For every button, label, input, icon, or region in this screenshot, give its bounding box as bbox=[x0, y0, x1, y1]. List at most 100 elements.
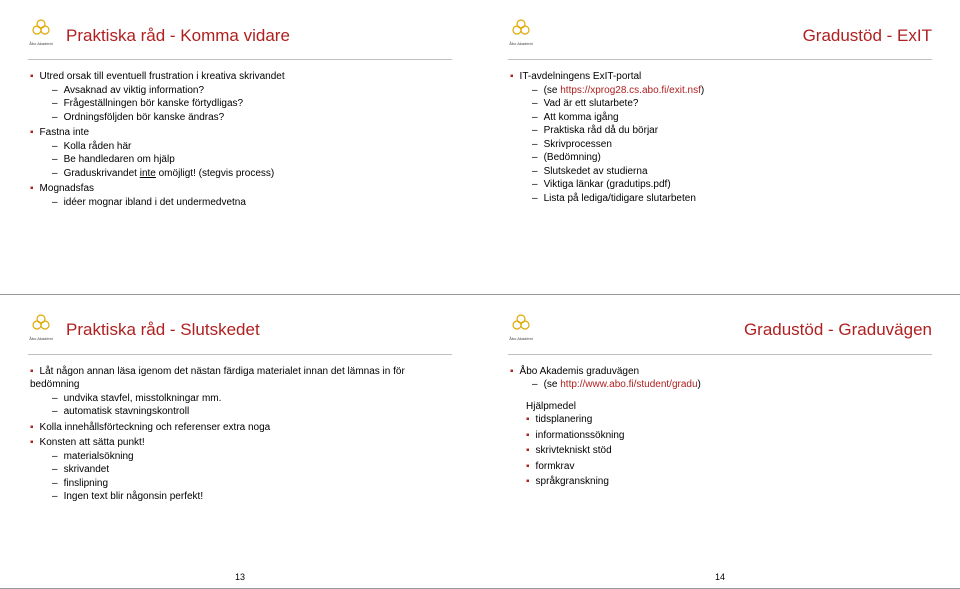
svg-text:Åbo Akademi: Åbo Akademi bbox=[509, 336, 533, 341]
svg-text:Åbo Akademi: Åbo Akademi bbox=[29, 336, 53, 341]
bullet: Åbo Akademis graduvägen (se http://www.a… bbox=[510, 365, 932, 392]
sub-bullet: Be handledaren om hjälp bbox=[52, 153, 452, 167]
bullet: tidsplanering bbox=[526, 413, 932, 427]
sub-text: undvika stavfel, misstolkningar mm. bbox=[64, 393, 222, 404]
bullet: Konsten att sätta punkt! materialsökning… bbox=[30, 436, 452, 504]
sub-text: Frågeställningen bör kanske förtydligas? bbox=[64, 98, 244, 109]
bullet: skrivtekniskt stöd bbox=[526, 444, 932, 458]
sub-bullet: Ordningsföljden bör kanske ändras? bbox=[52, 111, 452, 125]
sub-text: (se bbox=[544, 379, 561, 390]
bullet: språkgranskning bbox=[526, 475, 932, 489]
bullet-text: Utred orsak till eventuell frustration i… bbox=[40, 71, 285, 82]
bullet: Utred orsak till eventuell frustration i… bbox=[30, 70, 452, 124]
logo: Åbo Akademi bbox=[508, 313, 534, 348]
bullet-text: Fastna inte bbox=[40, 127, 89, 138]
logo-text: Åbo Akademi bbox=[29, 41, 53, 46]
sub-text: Viktiga länkar (gradutips.pdf) bbox=[544, 179, 671, 190]
bullet: informationssökning bbox=[526, 429, 932, 443]
sub-bullet: Skrivprocessen bbox=[532, 138, 932, 152]
slide-header: Åbo Akademi Praktiska råd - Komma vidare bbox=[28, 18, 452, 60]
sub-text: Ingen text blir någonsin perfekt! bbox=[64, 491, 204, 502]
link-text: http://www.abo.fi/student/gradu bbox=[560, 379, 697, 390]
sub-text: ) bbox=[698, 379, 701, 390]
svg-text:Åbo Akademi: Åbo Akademi bbox=[509, 41, 533, 46]
sub-bullet: Frågeställningen bör kanske förtydligas? bbox=[52, 97, 452, 111]
sub-text: Lista på lediga/tidigare slutarbeten bbox=[544, 193, 696, 204]
sub-bullet: Ingen text blir någonsin perfekt! bbox=[52, 490, 452, 504]
sub-bullet: (se http://www.abo.fi/student/gradu) bbox=[532, 378, 932, 392]
sub-text: Graduskrivandet bbox=[64, 168, 140, 179]
sub-bullet: Slutskedet av studierna bbox=[532, 165, 932, 179]
sub-bullet: Kolla råden här bbox=[52, 140, 452, 154]
bullet-text: språkgranskning bbox=[536, 476, 609, 487]
slide-title: Praktiska råd - Slutskedet bbox=[66, 320, 260, 340]
logo: Åbo Akademi bbox=[28, 18, 54, 53]
sub-bullet: materialsökning bbox=[52, 450, 452, 464]
link-text: https://xprog28.cs.abo.fi/exit.nsf bbox=[560, 85, 701, 96]
slide-header: Åbo Akademi Gradustöd - ExIT bbox=[508, 18, 932, 60]
bullet: Fastna inte Kolla råden här Be handledar… bbox=[30, 126, 452, 180]
slide-header: Åbo Akademi Gradustöd - Graduvägen bbox=[508, 313, 932, 355]
bullet: Låt någon annan läsa igenom det nästan f… bbox=[30, 365, 452, 419]
bullet-text: skrivtekniskt stöd bbox=[536, 445, 612, 456]
sub-text: finslipning bbox=[64, 478, 108, 489]
slide-title: Gradustöd - ExIT bbox=[803, 26, 932, 46]
sub-bullet: (Bedömning) bbox=[532, 151, 932, 165]
sub-text: Att komma igång bbox=[544, 112, 619, 123]
sub-bullet: Lista på lediga/tidigare slutarbeten bbox=[532, 192, 932, 206]
bullet-text: Åbo Akademis graduvägen bbox=[520, 366, 640, 377]
slide-title: Gradustöd - Graduvägen bbox=[744, 320, 932, 340]
page-number: 14 bbox=[715, 572, 725, 582]
sub-bullet: Vad är ett slutarbete? bbox=[532, 97, 932, 111]
sub-text: materialsökning bbox=[64, 451, 134, 462]
bullet: formkrav bbox=[526, 460, 932, 474]
slide-header: Åbo Akademi Praktiska råd - Slutskedet bbox=[28, 313, 452, 355]
slide-content: Utred orsak till eventuell frustration i… bbox=[28, 70, 452, 209]
sub-bullet: Graduskrivandet inte omöjligt! (stegvis … bbox=[52, 167, 452, 181]
sub-text: ) bbox=[701, 85, 704, 96]
sub-text: Avsaknad av viktig information? bbox=[64, 85, 204, 96]
bullet-text: tidsplanering bbox=[536, 414, 593, 425]
slide-14: Åbo Akademi Gradustöd - Graduvägen Åbo A… bbox=[480, 295, 960, 589]
sub-text: (Bedömning) bbox=[544, 152, 601, 163]
sub-text: automatisk stavningskontroll bbox=[64, 406, 190, 417]
page-number: 13 bbox=[235, 572, 245, 582]
sub-bullet: finslipning bbox=[52, 477, 452, 491]
sub-bullet: skrivandet bbox=[52, 463, 452, 477]
sub-bullet: idéer mognar ibland i det undermedvetna bbox=[52, 196, 452, 210]
logo: Åbo Akademi bbox=[508, 18, 534, 53]
sub-bullet: Avsaknad av viktig information? bbox=[52, 84, 452, 98]
sub-text: Skrivprocessen bbox=[544, 139, 612, 150]
help-title: Hjälpmedel bbox=[508, 400, 932, 414]
underline-text: inte bbox=[140, 168, 156, 179]
sub-text: idéer mognar ibland i det undermedvetna bbox=[64, 197, 246, 208]
slide-content: Låt någon annan läsa igenom det nästan f… bbox=[28, 365, 452, 504]
slide-title: Praktiska råd - Komma vidare bbox=[66, 26, 290, 46]
sub-bullet: undvika stavfel, misstolkningar mm. bbox=[52, 392, 452, 406]
sub-bullet: Praktiska råd då du börjar bbox=[532, 124, 932, 138]
bullet: Kolla innehållsförteckning och referense… bbox=[30, 421, 452, 435]
sub-bullet: Att komma igång bbox=[532, 111, 932, 125]
sub-bullet: automatisk stavningskontroll bbox=[52, 405, 452, 419]
sub-bullet: Viktiga länkar (gradutips.pdf) bbox=[532, 178, 932, 192]
sub-text: Kolla råden här bbox=[64, 141, 132, 152]
logo: Åbo Akademi bbox=[28, 313, 54, 348]
slide-content: IT-avdelningens ExIT-portal (se https://… bbox=[508, 70, 932, 205]
sub-text: Slutskedet av studierna bbox=[544, 166, 648, 177]
bullet: IT-avdelningens ExIT-portal (se https://… bbox=[510, 70, 932, 205]
sub-text: (se bbox=[544, 85, 561, 96]
sub-text: Ordningsföljden bör kanske ändras? bbox=[64, 112, 225, 123]
sub-text: Praktiska råd då du börjar bbox=[544, 125, 659, 136]
sub-text: omöjligt! (stegvis process) bbox=[156, 168, 274, 179]
sub-text: Be handledaren om hjälp bbox=[64, 154, 175, 165]
sub-text: skrivandet bbox=[64, 464, 110, 475]
bullet-text: Konsten att sätta punkt! bbox=[40, 437, 145, 448]
slide-content: Åbo Akademis graduvägen (se http://www.a… bbox=[508, 365, 932, 489]
bullet-text: Låt någon annan läsa igenom det nästan f… bbox=[30, 366, 405, 391]
bullet-text: Kolla innehållsförteckning och referense… bbox=[40, 422, 271, 433]
slide-11: Åbo Akademi Praktiska råd - Komma vidare… bbox=[0, 0, 480, 295]
sub-text: Vad är ett slutarbete? bbox=[544, 98, 639, 109]
slide-12: Åbo Akademi Gradustöd - ExIT IT-avdelnin… bbox=[480, 0, 960, 295]
sub-bullet: (se https://xprog28.cs.abo.fi/exit.nsf) bbox=[532, 84, 932, 98]
bullet: Mognadsfas idéer mognar ibland i det und… bbox=[30, 182, 452, 209]
